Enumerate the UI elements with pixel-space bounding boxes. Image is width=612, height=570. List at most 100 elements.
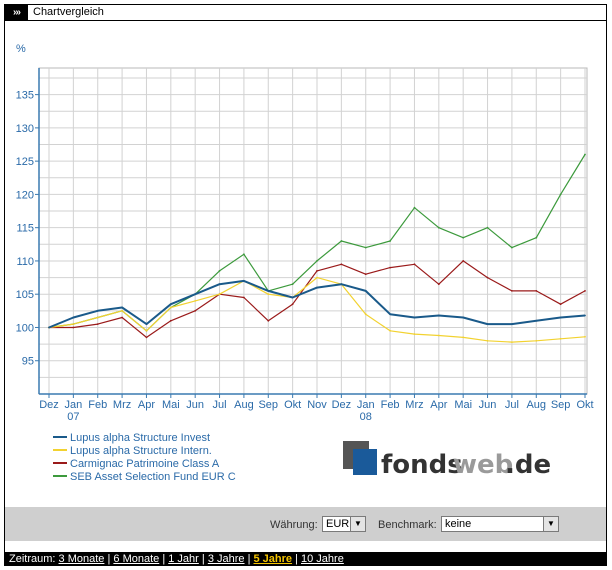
data-point	[437, 283, 440, 286]
x-tick-label: Jul	[213, 399, 227, 411]
data-point	[48, 326, 50, 329]
y-axis-unit: %	[16, 43, 26, 55]
legend-entry: Carmignac Patrimoine Class A	[70, 458, 220, 470]
data-point	[413, 316, 416, 319]
timeframe-link[interactable]: 10 Jahre	[301, 553, 344, 565]
x-tick-label: Dez	[39, 399, 59, 411]
data-point	[559, 337, 562, 340]
currency-select[interactable]: EUR ▼	[322, 516, 366, 532]
data-point	[169, 319, 172, 322]
benchmark-select[interactable]: keine ▼	[441, 516, 559, 532]
data-point	[243, 296, 245, 299]
data-point	[96, 316, 99, 319]
data-point	[559, 193, 562, 196]
timeframe-separator: |	[244, 553, 254, 565]
data-point	[413, 333, 416, 335]
data-point	[194, 309, 197, 312]
panel-title: Chartvergleich	[33, 6, 104, 18]
data-point	[243, 280, 245, 282]
data-point	[535, 290, 538, 292]
x-tick-label: Mrz	[113, 399, 131, 411]
chevrons-icon: ›››	[5, 5, 28, 20]
data-point	[413, 263, 416, 266]
data-point	[584, 335, 586, 338]
y-tick-label: 110	[16, 256, 34, 268]
data-point	[340, 263, 343, 266]
data-point	[364, 246, 367, 249]
data-point	[218, 293, 221, 296]
timeframe-link[interactable]: 3 Jahre	[207, 553, 245, 565]
legend-entry: Lupus alpha Structure Invest	[70, 432, 210, 444]
timeframe-separator: |	[159, 553, 169, 565]
data-point	[218, 270, 221, 272]
data-point	[340, 240, 343, 242]
data-point	[169, 303, 172, 306]
benchmark-value: keine	[445, 518, 472, 530]
data-point	[559, 316, 562, 319]
data-point	[486, 276, 489, 279]
timeframe-link[interactable]: 3 Monate	[58, 553, 105, 565]
data-point	[389, 240, 391, 242]
timeframe-link[interactable]: 5 Jahre	[253, 553, 293, 565]
data-point	[218, 283, 221, 286]
data-point	[194, 293, 197, 296]
data-point	[511, 290, 513, 292]
chart-comparison-panel: ››› Chartvergleich 95 100 105 110 115 120 125 1…	[4, 4, 607, 566]
data-point	[389, 313, 391, 316]
data-point	[462, 236, 465, 239]
data-point	[364, 273, 367, 276]
data-point	[145, 329, 148, 332]
x-tick-label: Sep	[258, 399, 278, 411]
data-point	[437, 314, 440, 317]
data-point	[437, 334, 440, 337]
timeframe-separator: |	[104, 553, 114, 565]
x-tick-label: Jun	[479, 399, 497, 411]
chevron-down-icon[interactable]: ▼	[543, 517, 558, 531]
data-point	[291, 296, 294, 299]
currency-label: Währung:	[270, 519, 318, 531]
logo-text-de: .de	[505, 450, 551, 480]
timeframe-link[interactable]: 6 Monate	[113, 553, 160, 565]
x-tick-label: Apr	[430, 399, 447, 411]
x-tick-label: Mrz	[405, 399, 423, 411]
x-tick-label: Jun	[186, 399, 204, 411]
x-tick-label: Aug	[526, 399, 546, 411]
y-tick-label: 95	[22, 356, 34, 368]
currency-value: EUR	[326, 518, 350, 530]
benchmark-label: Benchmark:	[378, 519, 437, 531]
chart-ticks: 95 100 105 110 115 120 125 130 135% Dez Jan Feb Mrz A…	[16, 43, 594, 423]
x-tick-label: Nov	[307, 399, 327, 411]
x-tick-label: Jan	[64, 399, 82, 411]
x-tick-label: Mai	[454, 399, 472, 411]
data-point	[535, 339, 538, 342]
y-tick-label: 100	[16, 322, 34, 334]
data-point	[145, 336, 148, 339]
chevron-down-icon[interactable]: ▼	[350, 517, 365, 531]
data-point	[364, 290, 367, 292]
data-point	[462, 336, 465, 339]
data-point	[121, 316, 123, 319]
timeframe-link[interactable]: 1 Jahr	[168, 553, 199, 565]
data-point	[96, 309, 99, 312]
y-tick-label: 130	[16, 123, 34, 135]
panel-header: ››› Chartvergleich	[5, 5, 606, 21]
data-point	[267, 290, 270, 292]
x-tick-label: Okt	[576, 399, 593, 411]
data-point	[462, 316, 465, 319]
chart-grid	[38, 67, 588, 395]
data-point	[291, 303, 294, 306]
data-point	[511, 323, 513, 325]
y-tick-label: 125	[16, 156, 34, 168]
x-tick-label: Apr	[138, 399, 155, 411]
data-point	[559, 303, 562, 306]
logo-mark-front	[353, 449, 377, 475]
x-tick-label: Sep	[551, 399, 571, 411]
data-point	[243, 253, 245, 256]
x-tick-label: Jul	[505, 399, 519, 411]
data-point	[96, 323, 99, 325]
x-tick-label: Feb	[88, 399, 107, 411]
x-year-label: 08	[360, 411, 372, 423]
x-tick-label: Aug	[234, 399, 254, 411]
x-tick-label: Feb	[381, 399, 400, 411]
x-tick-label: Okt	[284, 399, 301, 411]
